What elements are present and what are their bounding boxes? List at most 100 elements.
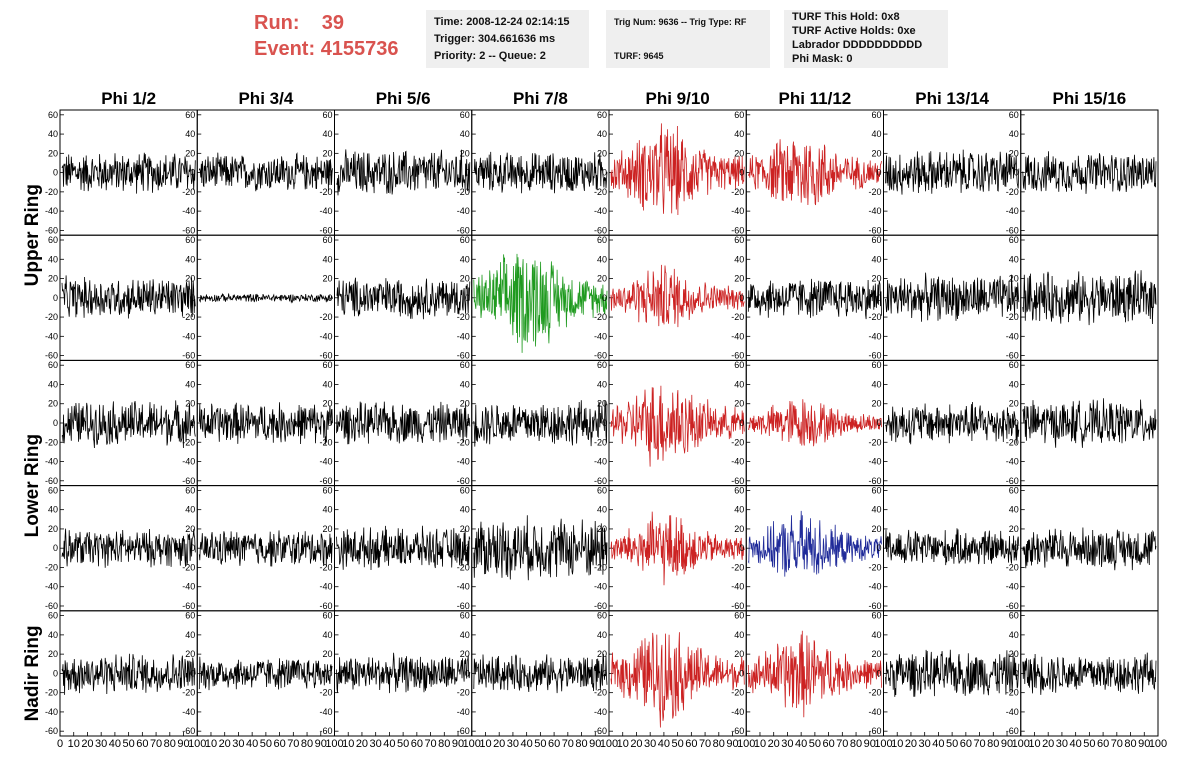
waveform-trace xyxy=(61,528,196,568)
y-tick-label: -20 xyxy=(319,437,332,447)
x-tick-label: 70 xyxy=(424,738,436,750)
x-tick-label: 90 xyxy=(1001,738,1013,750)
x-tick-label: 30 xyxy=(370,738,382,750)
waveform-trace xyxy=(885,401,1020,445)
x-tick-label: 100 xyxy=(188,738,206,750)
y-tick-label: -40 xyxy=(594,206,607,216)
x-tick-label: 50 xyxy=(534,738,546,750)
y-tick-label: -40 xyxy=(731,707,744,717)
x-tick-label: 90 xyxy=(864,738,876,750)
waveform-trace xyxy=(336,277,471,320)
y-tick-label: 0 xyxy=(327,668,332,678)
y-tick-label: 0 xyxy=(876,543,881,553)
x-tick-label: 30 xyxy=(507,738,519,750)
y-tick-label: -20 xyxy=(182,312,195,322)
y-tick-label: 40 xyxy=(48,379,58,389)
y-tick-label: 0 xyxy=(190,543,195,553)
x-tick-label: 20 xyxy=(493,738,505,750)
y-tick-label: 40 xyxy=(734,129,744,139)
y-tick-label: -20 xyxy=(182,688,195,698)
x-tick-label: 70 xyxy=(1111,738,1123,750)
x-tick-label: 20 xyxy=(219,738,231,750)
info-line: Time: 2008-12-24 02:14:15 xyxy=(434,16,570,28)
x-tick-label: 100 xyxy=(1012,738,1030,750)
y-tick-label: 40 xyxy=(871,129,881,139)
x-tick-label: 20 xyxy=(905,738,917,750)
y-tick-label: 20 xyxy=(185,274,195,284)
y-tick-label: 40 xyxy=(185,505,195,515)
y-tick-label: -40 xyxy=(319,457,332,467)
y-tick-label: 40 xyxy=(185,129,195,139)
y-tick-label: 40 xyxy=(185,254,195,264)
y-tick-label: -40 xyxy=(45,331,58,341)
y-tick-label: -20 xyxy=(868,187,881,197)
x-tick-label: 40 xyxy=(109,738,121,750)
waveform-trace xyxy=(61,400,196,449)
y-tick-label: -20 xyxy=(868,437,881,447)
y-tick-label: -20 xyxy=(868,688,881,698)
y-tick-label: -40 xyxy=(1006,707,1019,717)
info-line: Trigger: 304.661636 ms xyxy=(434,33,556,45)
x-tick-label: 100 xyxy=(463,738,481,750)
y-tick-label: 60 xyxy=(185,485,195,495)
y-tick-label: -20 xyxy=(594,437,607,447)
y-tick-label: 0 xyxy=(465,293,470,303)
y-tick-label: 20 xyxy=(322,399,332,409)
y-tick-label: 60 xyxy=(48,360,58,370)
y-tick-label: -40 xyxy=(45,206,58,216)
y-tick-label: -40 xyxy=(868,206,881,216)
y-tick-label: 40 xyxy=(322,254,332,264)
y-tick-label: -40 xyxy=(868,457,881,467)
y-tick-label: -40 xyxy=(319,582,332,592)
y-tick-label: 60 xyxy=(1009,485,1019,495)
column-title: Phi 1/2 xyxy=(101,89,156,108)
y-tick-label: -40 xyxy=(731,206,744,216)
y-tick-label: 0 xyxy=(465,168,470,178)
y-tick-label: 60 xyxy=(734,360,744,370)
waveform-trace xyxy=(1022,527,1157,571)
y-tick-label: 20 xyxy=(48,399,58,409)
y-tick-label: -40 xyxy=(45,707,58,717)
y-tick-label: 40 xyxy=(460,254,470,264)
y-tick-label: -40 xyxy=(457,206,470,216)
y-tick-label: -20 xyxy=(45,437,58,447)
x-tick-label: 100 xyxy=(737,738,755,750)
y-tick-label: 20 xyxy=(185,524,195,534)
y-tick-label: 20 xyxy=(871,524,881,534)
waveform-trace xyxy=(336,652,471,694)
y-tick-label: 0 xyxy=(876,293,881,303)
y-tick-label: 0 xyxy=(53,293,58,303)
info-box-time: Time: 2008-12-24 02:14:15 Trigger: 304.6… xyxy=(426,10,589,68)
y-tick-label: 20 xyxy=(734,524,744,534)
x-tick-label: 30 xyxy=(919,738,931,750)
y-tick-label: 60 xyxy=(734,485,744,495)
y-tick-label: -60 xyxy=(731,726,744,736)
y-tick-label: -40 xyxy=(319,707,332,717)
y-tick-label: 20 xyxy=(734,649,744,659)
y-tick-label: -60 xyxy=(594,476,607,486)
x-tick-label: 60 xyxy=(1097,738,1109,750)
y-tick-label: 60 xyxy=(597,611,607,621)
y-tick-label: 40 xyxy=(460,129,470,139)
y-tick-label: 0 xyxy=(327,168,332,178)
y-tick-label: -40 xyxy=(868,331,881,341)
x-tick-label: 40 xyxy=(658,738,670,750)
x-tick-label: 10 xyxy=(68,738,80,750)
y-tick-label: 40 xyxy=(460,379,470,389)
y-tick-label: -60 xyxy=(1006,351,1019,361)
y-tick-label: 60 xyxy=(597,360,607,370)
y-tick-label: -60 xyxy=(1006,726,1019,736)
y-tick-label: -40 xyxy=(319,206,332,216)
y-tick-label: -20 xyxy=(457,688,470,698)
y-tick-label: 60 xyxy=(597,485,607,495)
y-tick-label: 40 xyxy=(871,630,881,640)
waveform-trace xyxy=(198,530,333,567)
column-title: Phi 5/6 xyxy=(376,89,431,108)
x-tick-label: 20 xyxy=(81,738,93,750)
x-tick-label: 100 xyxy=(874,738,892,750)
waveform-trace xyxy=(885,149,1020,195)
y-tick-label: -40 xyxy=(182,206,195,216)
x-tick-label: 80 xyxy=(575,738,587,750)
y-tick-label: 0 xyxy=(876,168,881,178)
y-tick-label: -60 xyxy=(594,225,607,235)
